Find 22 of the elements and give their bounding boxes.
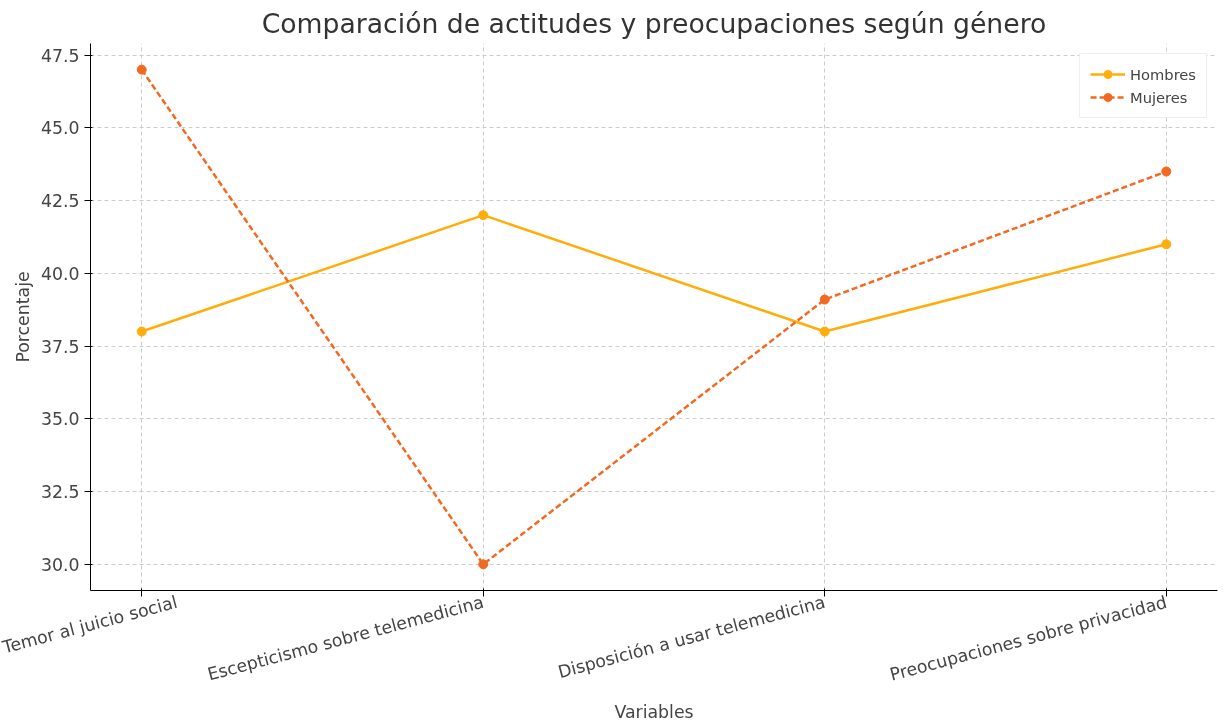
y-tick-label: 47.5	[40, 45, 80, 66]
point	[478, 559, 489, 570]
y-tick-label: 45.0	[40, 118, 80, 139]
legend-label: Hombres	[1130, 65, 1196, 83]
y-axis-title: Porcentaje	[12, 271, 33, 363]
point	[819, 294, 830, 305]
y-tick-label: 37.5	[40, 336, 80, 357]
x-axis-title: Variables	[614, 702, 694, 723]
x-tick-label: Temor al juicio social	[0, 591, 180, 658]
y-tick-label: 42.5	[40, 191, 80, 212]
point	[478, 210, 489, 221]
legend-label: Mujeres	[1130, 88, 1188, 106]
y-tick-label: 40.0	[40, 263, 80, 284]
y-tick-label: 30.0	[40, 554, 80, 575]
point	[1161, 239, 1172, 250]
point	[136, 326, 147, 337]
point	[136, 64, 147, 75]
y-tick-label: 32.5	[40, 482, 80, 503]
y-tick-label: 35.0	[40, 409, 80, 430]
point	[819, 326, 830, 337]
chart-title: Comparación de actitudes y preocupaciones según género	[261, 7, 1047, 39]
point	[1161, 166, 1172, 177]
